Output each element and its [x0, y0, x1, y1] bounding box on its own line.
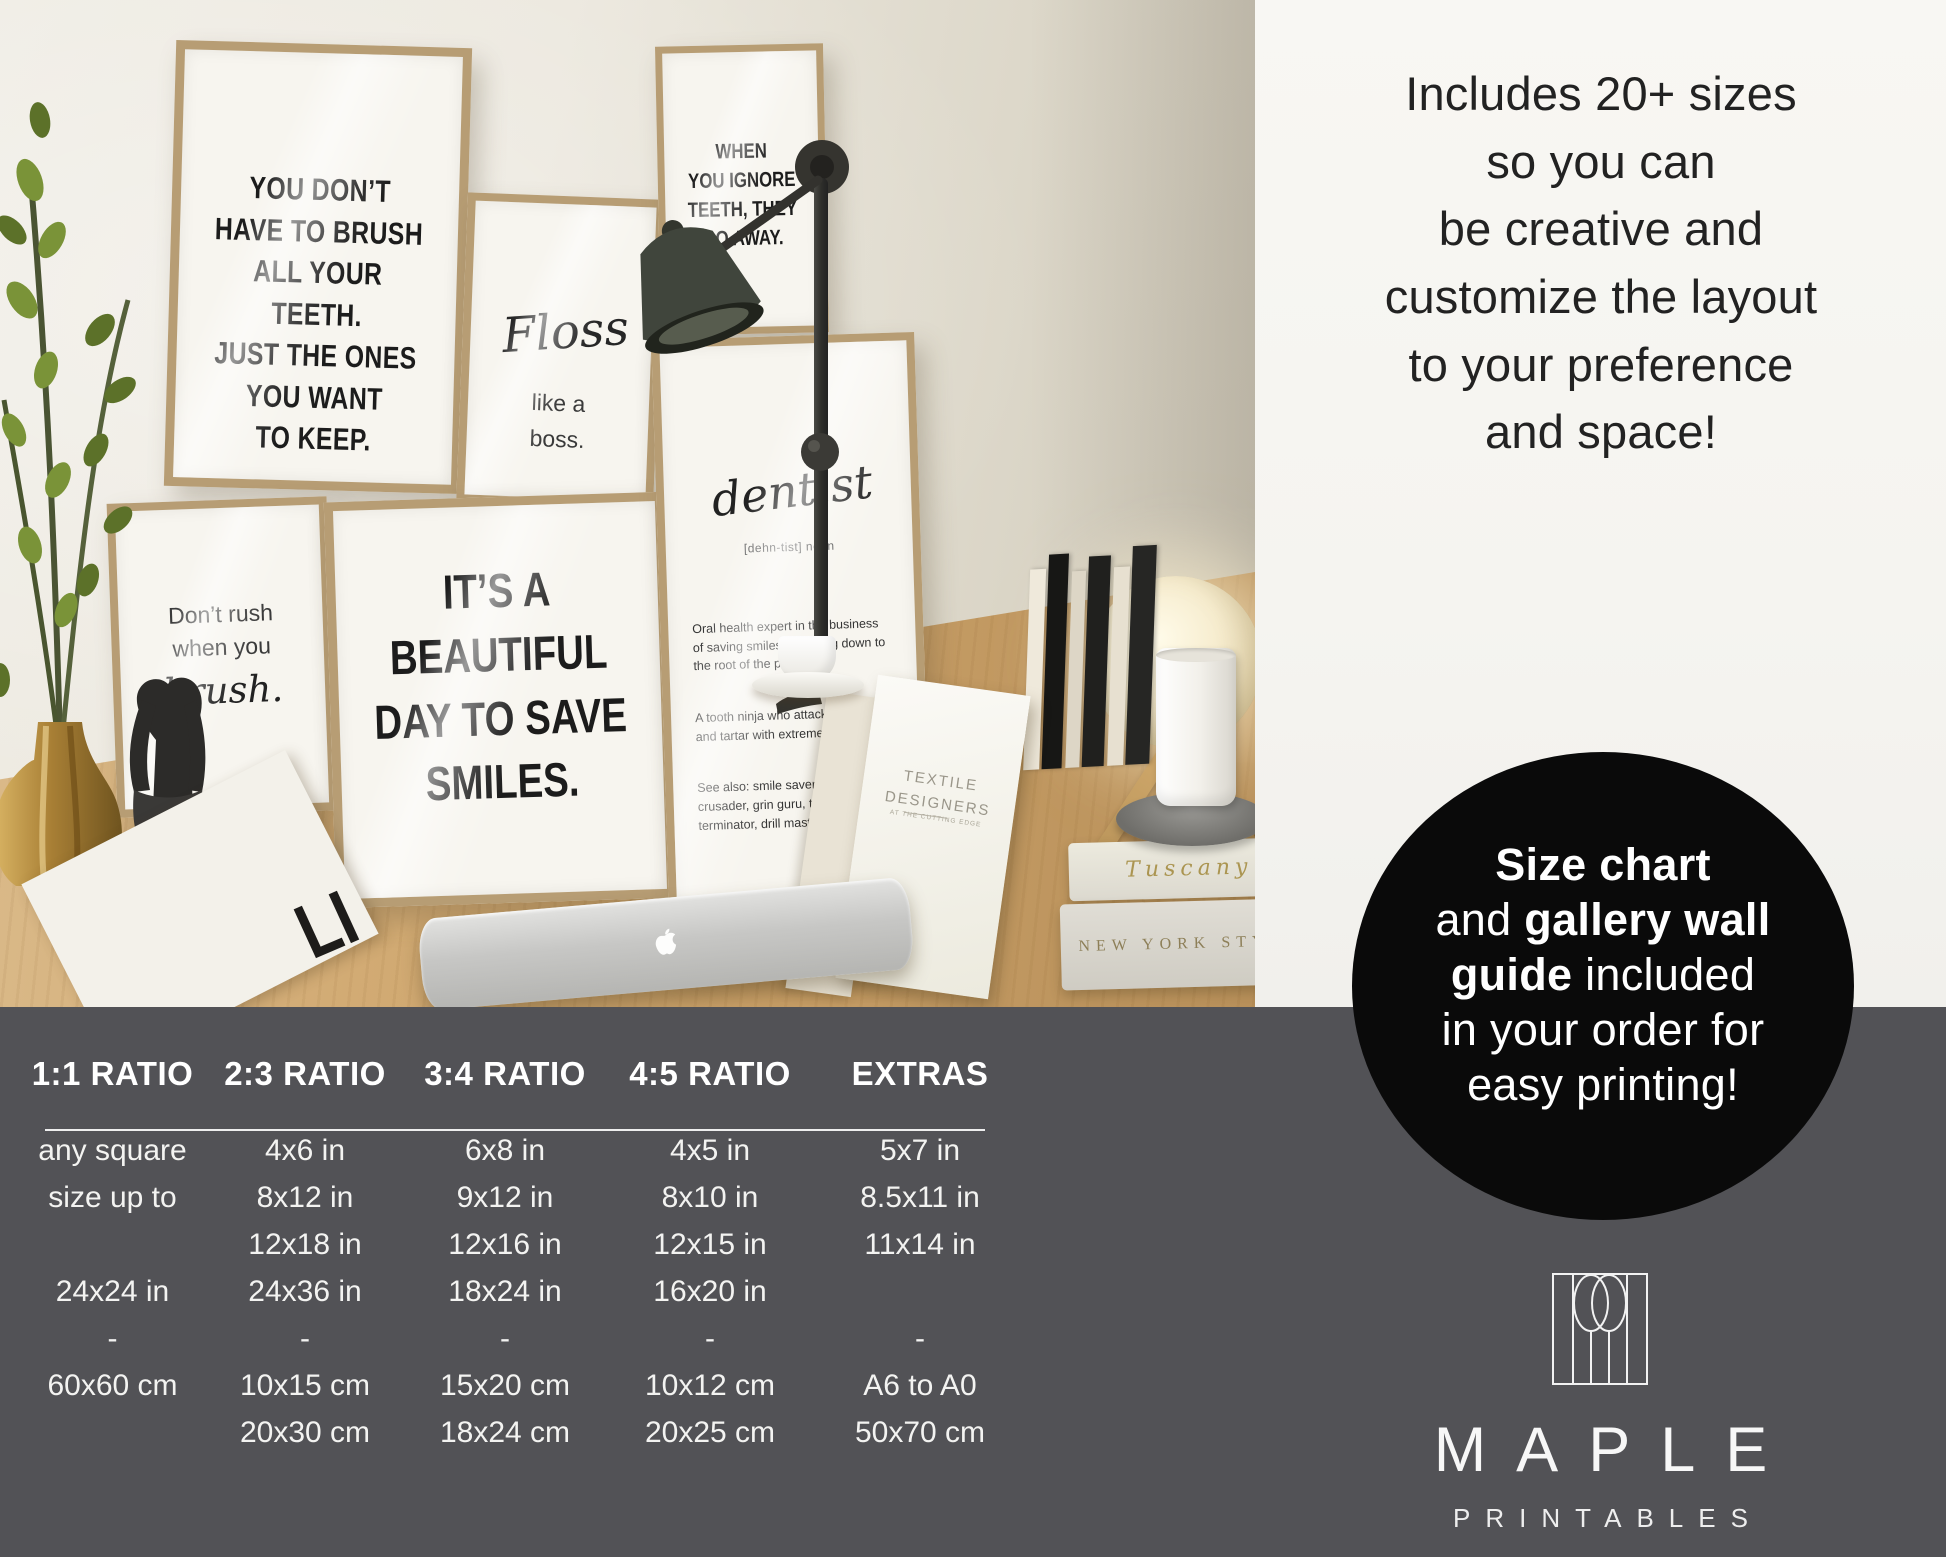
badge-line1: Size chart [1495, 839, 1711, 890]
badge-line4: in your order for [1441, 1003, 1765, 1055]
book-newyork-style: NEW YORK STYLE [1059, 897, 1255, 991]
info-badge: Size chart and gallery wall guide includ… [1352, 752, 1854, 1220]
poster-script-word: brush. [162, 667, 284, 715]
apple-logo-icon [655, 928, 677, 955]
right-panel: Includes 20+ sizes so you can be creativ… [1255, 0, 1946, 1007]
badge-line2-regular: and [1435, 893, 1525, 945]
column-cells: 6x8 in 9x12 in 12x16 in 18x24 in - 15x20… [439, 1134, 571, 1449]
mug [1156, 648, 1236, 806]
size-chart-column-4-5: 4:5 RATIO 4x5 in 8x10 in 12x15 in 16x20 … [610, 1055, 810, 1456]
badge-line3-bold: guide [1450, 948, 1573, 1000]
size-chart-column-3-4: 3:4 RATIO 6x8 in 9x12 in 12x16 in 18x24 … [400, 1055, 610, 1456]
size-chart-column-1-1: 1:1 RATIO any square size up to 24x24 in… [15, 1055, 210, 1456]
poster-title: dentist [708, 454, 876, 528]
poster-line: Don’t rush when you [167, 599, 274, 662]
room-photo: YOU DON’T HAVE TO BRUSH ALL YOUR TEETH. … [0, 0, 1255, 1007]
column-header: 1:1 RATIO [31, 1055, 194, 1092]
poster-frame-dont-rush: Don’t rush when you brush. [106, 496, 338, 818]
badge-line5: easy printing! [1467, 1058, 1739, 1110]
badge-text: Size chart and gallery wall guide includ… [1352, 752, 1854, 1112]
size-chart-table: 1:1 RATIO any square size up to 24x24 in… [15, 1055, 1030, 1456]
column-header: 4:5 RATIO [629, 1055, 791, 1092]
book-title: NEW YORK STYLE [1078, 932, 1255, 956]
table-divider [45, 1129, 985, 1131]
poster-frame-floss: Floss like a boss. [456, 192, 665, 510]
column-header: 2:3 RATIO [224, 1055, 386, 1092]
saucer [752, 672, 864, 698]
size-chart-band: 1:1 RATIO any square size up to 24x24 in… [0, 1007, 1946, 1557]
book-spine [1125, 544, 1157, 765]
poster-frame-ignore-teeth: WHEN YOU IGNORE TEETH, THEY GO AWAY. [654, 43, 830, 336]
laptop [416, 876, 916, 1007]
badge-line3-regular: included [1572, 948, 1756, 1000]
book-tuscany: Tuscany [1068, 836, 1255, 902]
poster-line: like a boss. [529, 388, 586, 453]
badge-line3: guide included [1451, 949, 1755, 1000]
column-header: 3:4 RATIO [424, 1055, 586, 1092]
poster-frame-beautiful-day: IT’S A BEAUTIFUL DAY TO SAVE SMILES. [323, 491, 677, 909]
poster-text: Floss like a boss. [464, 201, 656, 502]
badge-line2: and gallery wall [1435, 894, 1770, 945]
column-cells: any square size up to 24x24 in - 60x60 c… [38, 1134, 187, 1402]
poster-phonetic: [dehn-tist] noun [743, 538, 835, 556]
column-cells: 5x7 in 8.5x11 in 11x14 in - A6 to A0 50x… [854, 1134, 986, 1449]
poster-text: IT’S A BEAUTIFUL DAY TO SAVE SMILES. [373, 563, 628, 812]
column-header: EXTRAS [851, 1055, 989, 1092]
book-spine [1041, 553, 1070, 770]
size-chart-column-extras: EXTRAS 5x7 in 8.5x11 in 11x14 in - A6 to… [810, 1055, 1030, 1456]
poster-frame-brush-all-teeth: YOU DON’T HAVE TO BRUSH ALL YOUR TEETH. … [163, 39, 473, 495]
book-spine [1081, 555, 1111, 768]
stacked-books: Tuscany NEW YORK STYLE [1059, 836, 1255, 991]
size-chart-column-2-3: 2:3 RATIO 4x6 in 8x12 in 12x18 in 24x36 … [210, 1055, 400, 1456]
book-title: Tuscany [1124, 854, 1253, 883]
column-cells: 4x5 in 8x10 in 12x15 in 16x20 in - 10x12… [644, 1134, 776, 1449]
badge-line2-bold: gallery wall [1524, 893, 1771, 945]
poster-script-word: Floss [500, 299, 631, 365]
intro-text: Includes 20+ sizes so you can be creativ… [1384, 67, 1818, 459]
column-cells: 4x6 in 8x12 in 12x18 in 24x36 in - 10x15… [239, 1134, 371, 1449]
